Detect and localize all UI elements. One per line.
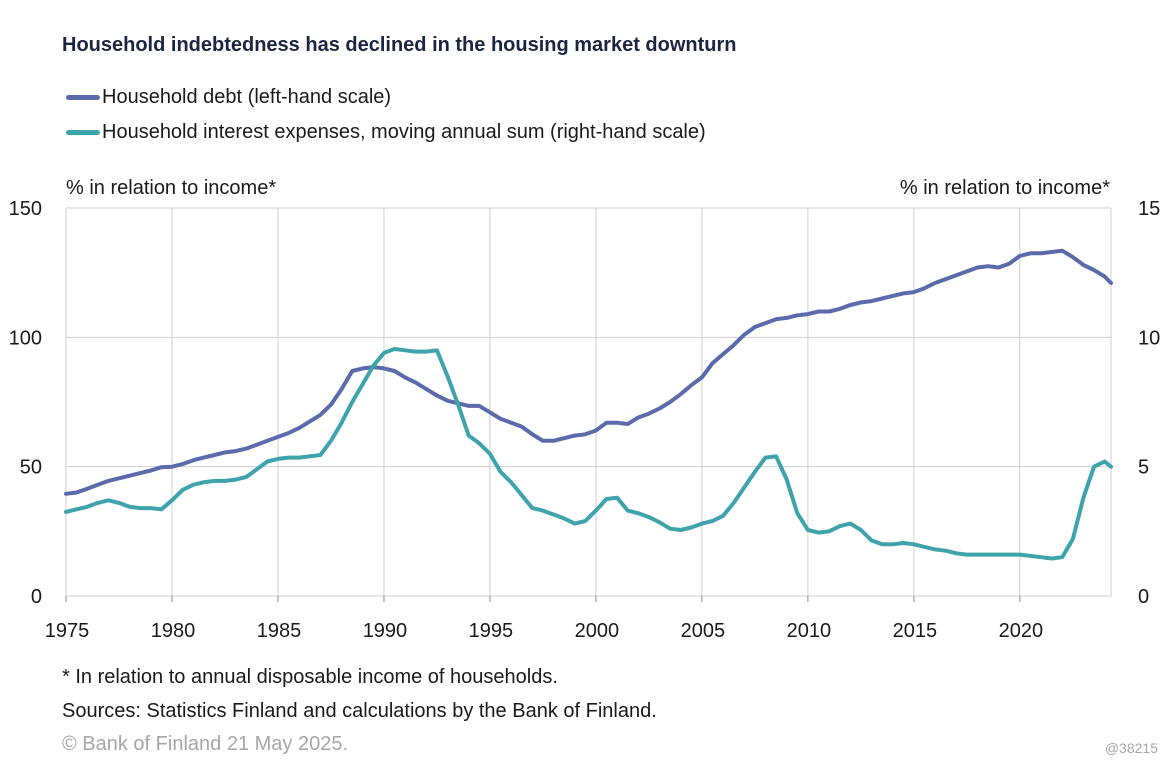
x-tick-label: 2020 — [999, 620, 1044, 642]
x-tick-label: 1985 — [257, 620, 302, 642]
y-tick-right: 15 — [1138, 198, 1160, 220]
legend-item-debt: Household debt (left-hand scale) — [66, 86, 391, 109]
y-tick-left: 150 — [9, 198, 42, 220]
chart-code: @38215 — [1104, 740, 1158, 756]
footnote-note: * In relation to annual disposable incom… — [62, 666, 558, 688]
series-lines — [64, 248, 1113, 561]
grid-lines — [65, 207, 1112, 602]
legend-label-interest: Household interest expenses, moving annu… — [102, 121, 706, 143]
series-line-household-debt — [64, 248, 1113, 496]
y-tick-left: 100 — [9, 327, 42, 349]
x-tick-label: 2000 — [575, 620, 620, 642]
chart-title: Household indebtedness has declined in t… — [62, 34, 737, 56]
y-tick-right: 5 — [1138, 457, 1149, 479]
copyright: © Bank of Finland 21 May 2025. — [62, 733, 349, 755]
y-tick-right: 0 — [1138, 586, 1149, 608]
y-tick-right: 10 — [1138, 327, 1160, 349]
series-line-interest-expenses — [64, 347, 1113, 561]
x-tick-label: 1995 — [469, 620, 514, 642]
y-tick-left: 0 — [31, 586, 42, 608]
footnote-sources: Sources: Statistics Finland and calculat… — [62, 700, 657, 722]
x-tick-label: 2005 — [681, 620, 726, 642]
x-tick-label: 2015 — [893, 620, 938, 642]
y-tick-left: 50 — [20, 457, 42, 479]
right-axis-label: % in relation to income* — [899, 177, 1110, 199]
x-tick-label: 1980 — [151, 620, 196, 642]
x-tick-label: 2010 — [787, 620, 832, 642]
legend-swatch-debt — [66, 95, 100, 100]
legend-label-debt: Household debt (left-hand scale) — [102, 86, 392, 108]
x-tick-label: 1975 — [45, 620, 90, 642]
legend-item-interest: Household interest expenses, moving annu… — [66, 121, 706, 144]
left-axis-label: % in relation to income* — [66, 177, 277, 199]
legend-swatch-interest — [66, 130, 100, 135]
axis-ticks: 0 0 50 5 100 10 150 15 1975 1980 1985 1990 1995 2000 2… — [9, 198, 1161, 642]
x-tick-label: 1990 — [363, 620, 408, 642]
